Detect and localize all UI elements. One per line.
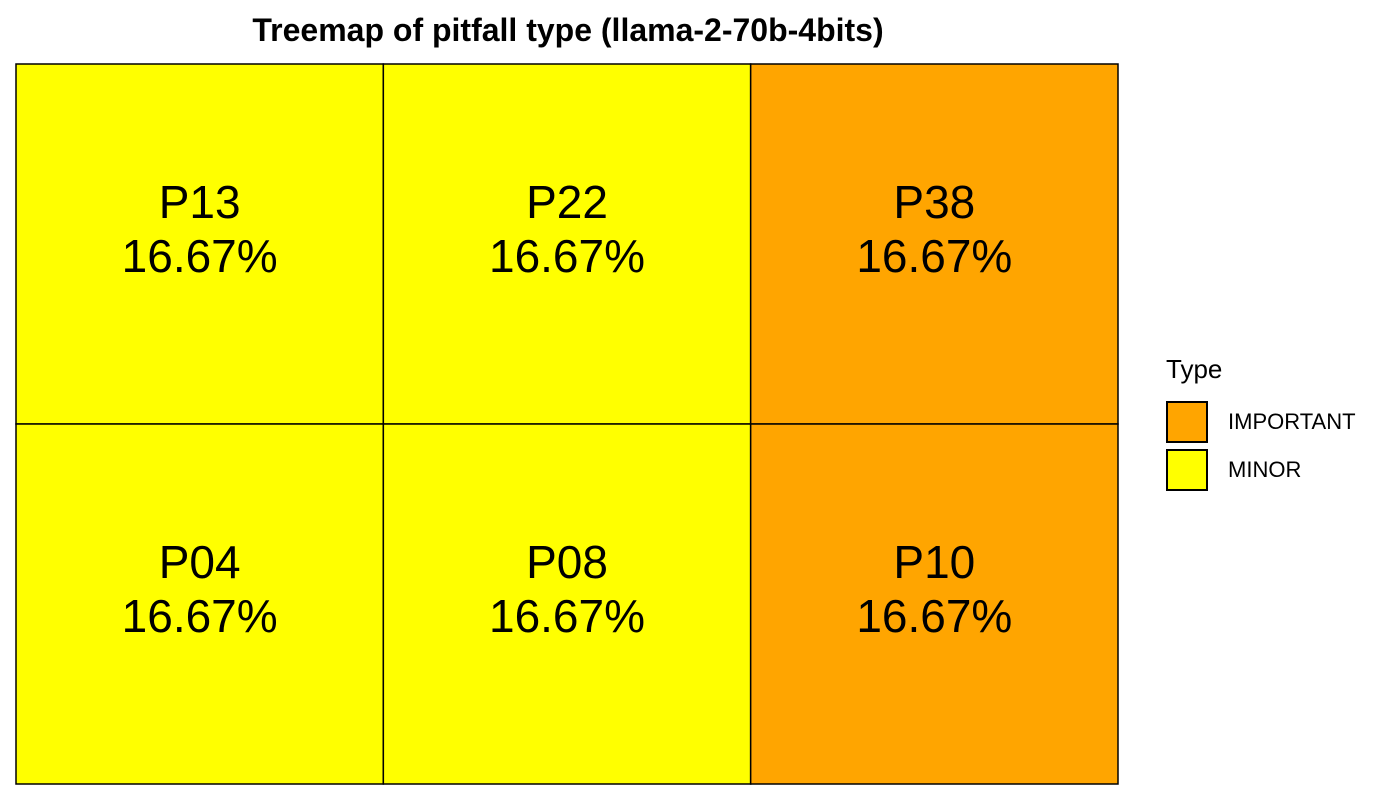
tile-name-p38: P38: [893, 176, 975, 228]
tile-name-p08: P08: [526, 536, 608, 588]
tile-rect-p13: [15, 63, 385, 425]
tile-value-p22: 16.67%: [489, 230, 645, 282]
legend-item-important: IMPORTANT: [1166, 398, 1386, 446]
legend-title: Type: [1166, 354, 1223, 384]
tile-rect-p08: [382, 423, 752, 785]
tile-value-p10: 16.67%: [856, 590, 1012, 642]
tile-name-p10: P10: [893, 536, 975, 588]
treemap-plot-area: P1316.67%P2216.67%P3816.67%P0416.67%P081…: [15, 63, 1119, 785]
legend-label-minor: MINOR: [1228, 457, 1302, 482]
tile-name-p22: P22: [526, 176, 608, 228]
legend-label-important: IMPORTANT: [1228, 409, 1356, 434]
legend-item-minor: MINOR: [1166, 446, 1386, 494]
tile-value-p04: 16.67%: [122, 590, 278, 642]
tile-rect-p04: [15, 423, 385, 785]
tile-value-p38: 16.67%: [856, 230, 1012, 282]
chart-title: Treemap of pitfall type (llama-2-70b-4bi…: [252, 12, 884, 48]
tile-value-p13: 16.67%: [122, 230, 278, 282]
tile-name-p13: P13: [159, 176, 241, 228]
legend-key-important: [1166, 401, 1208, 443]
tile-value-p08: 16.67%: [489, 590, 645, 642]
legend: Type IMPORTANT MINOR: [1166, 352, 1386, 494]
legend-key-minor: [1166, 449, 1208, 491]
tile-rect-p22: [382, 63, 752, 425]
tile-rect-p38: [749, 63, 1119, 425]
tile-name-p04: P04: [159, 536, 241, 588]
tile-rect-p10: [749, 423, 1119, 785]
